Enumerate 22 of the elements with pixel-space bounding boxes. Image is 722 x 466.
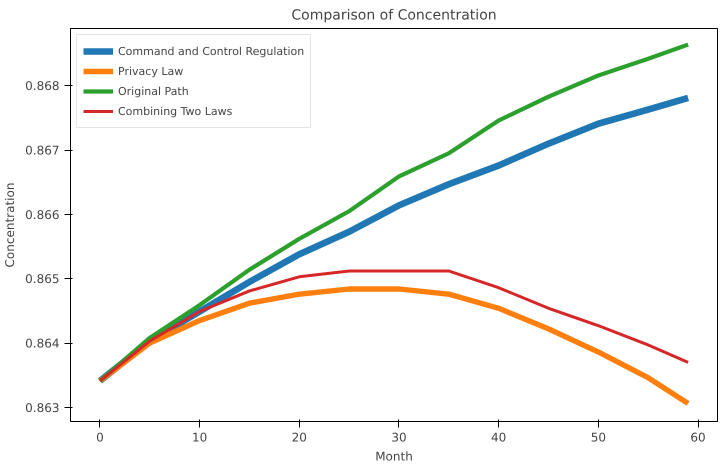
x-axis-title: Month [375, 450, 413, 464]
y-tick-label: 0.863 [25, 400, 60, 415]
y-tick-label: 0.867 [25, 144, 60, 158]
y-tick-label: 0.864 [25, 336, 60, 351]
y-tick-label: 0.866 [25, 208, 60, 222]
line-series [98, 269, 690, 382]
x-tick-label: 0 [96, 430, 104, 444]
y-tick-label: 0.868 [25, 79, 60, 94]
x-tick-label: 60 [690, 430, 706, 444]
x-tick-label: 40 [491, 430, 506, 444]
chart-title: Comparison of Concentration [291, 8, 497, 24]
legend-label: Privacy Law [118, 64, 184, 78]
legend-label: Command and Control Regulation [118, 44, 304, 58]
x-tick-label: 10 [192, 430, 208, 444]
x-tick-label: 20 [292, 430, 307, 444]
line-series [98, 42, 690, 384]
legend-label: Original Path [118, 84, 189, 98]
legend-label: Combining Two Laws [118, 104, 232, 118]
x-tick-label: 50 [590, 430, 606, 444]
y-axis-title: Concentration [3, 182, 18, 268]
y-tick-label: 0.865 [25, 272, 60, 286]
x-tick-label: 30 [391, 430, 407, 444]
